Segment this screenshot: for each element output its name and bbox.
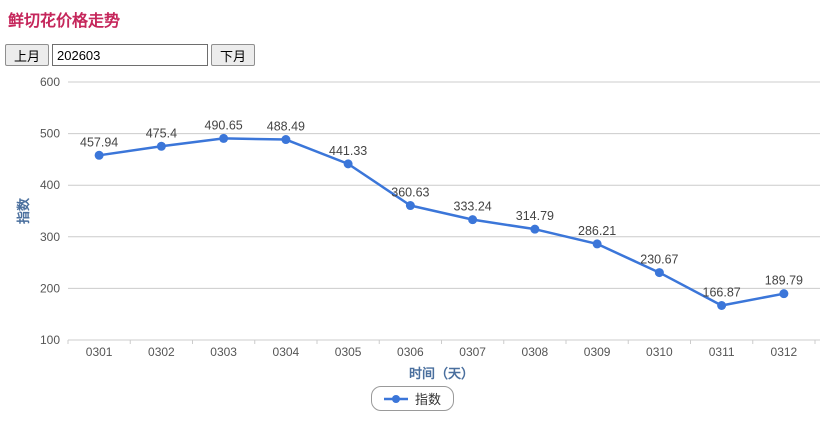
legend-label: 指数 [414,392,441,407]
data-point [468,215,478,225]
series-line [98,137,785,307]
data-point [343,159,353,169]
x-tick-label: 0301 [86,345,113,359]
x-tick-label: 0307 [459,345,486,359]
data-point-label: 360.63 [391,186,429,200]
x-tick-label: 0305 [335,345,362,359]
data-point [405,201,415,211]
data-point [779,289,789,299]
y-tick-label: 100 [40,333,60,347]
y-tick-label: 200 [40,281,60,295]
data-point-label: 488.49 [267,120,305,134]
month-input[interactable] [52,44,209,66]
x-tick-label: 0304 [273,345,300,359]
data-point-label: 189.79 [765,274,803,288]
x-tick-label: 0303 [210,345,237,359]
data-point [717,300,727,310]
legend-item-index[interactable]: 指数 [370,386,454,411]
y-axis-title: 指数 [16,197,31,224]
data-point-label: 475.4 [146,126,177,140]
x-tick-label: 0310 [646,345,673,359]
page-title: 鲜切花价格走势 [8,13,121,30]
chart-legend: 指数 [0,386,825,411]
data-point-label: 166.87 [703,285,741,299]
month-navigation: 上月 下月 [5,44,256,66]
x-axis-title: 时间（天） [409,366,474,381]
y-tick-label: 600 [40,75,60,89]
data-point [530,224,540,234]
data-point [219,133,229,143]
price-line-chart: 100 200 300 400 500 600 0301 0302 0303 0304 0305 03… [16,75,820,381]
data-point-label: 314.79 [516,209,554,223]
y-tick-label: 300 [40,230,60,244]
data-point-label: 230.67 [640,253,678,267]
x-tick-label: 0311 [709,345,735,359]
x-tick-label: 0309 [584,345,611,359]
x-tick-label: 0302 [148,345,175,359]
x-tick-label: 0312 [771,345,798,359]
prev-month-button[interactable]: 上月 [5,44,50,66]
data-point [156,141,166,151]
data-point-label: 333.24 [454,200,492,214]
data-point [281,135,291,145]
data-point-label: 441.33 [329,144,367,158]
data-point [654,268,664,278]
data-point [592,239,602,249]
data-point-label: 286.21 [578,224,616,238]
data-point-label: 457.94 [80,135,118,149]
next-month-button[interactable]: 下月 [211,44,256,66]
y-tick-label: 400 [40,178,60,192]
data-point [94,150,104,160]
y-tick-label: 500 [40,127,60,141]
x-tick-label: 0306 [397,345,424,359]
data-point-label: 490.65 [205,118,243,132]
legend-line-marker-icon [383,394,408,403]
x-tick-label: 0308 [522,345,549,359]
